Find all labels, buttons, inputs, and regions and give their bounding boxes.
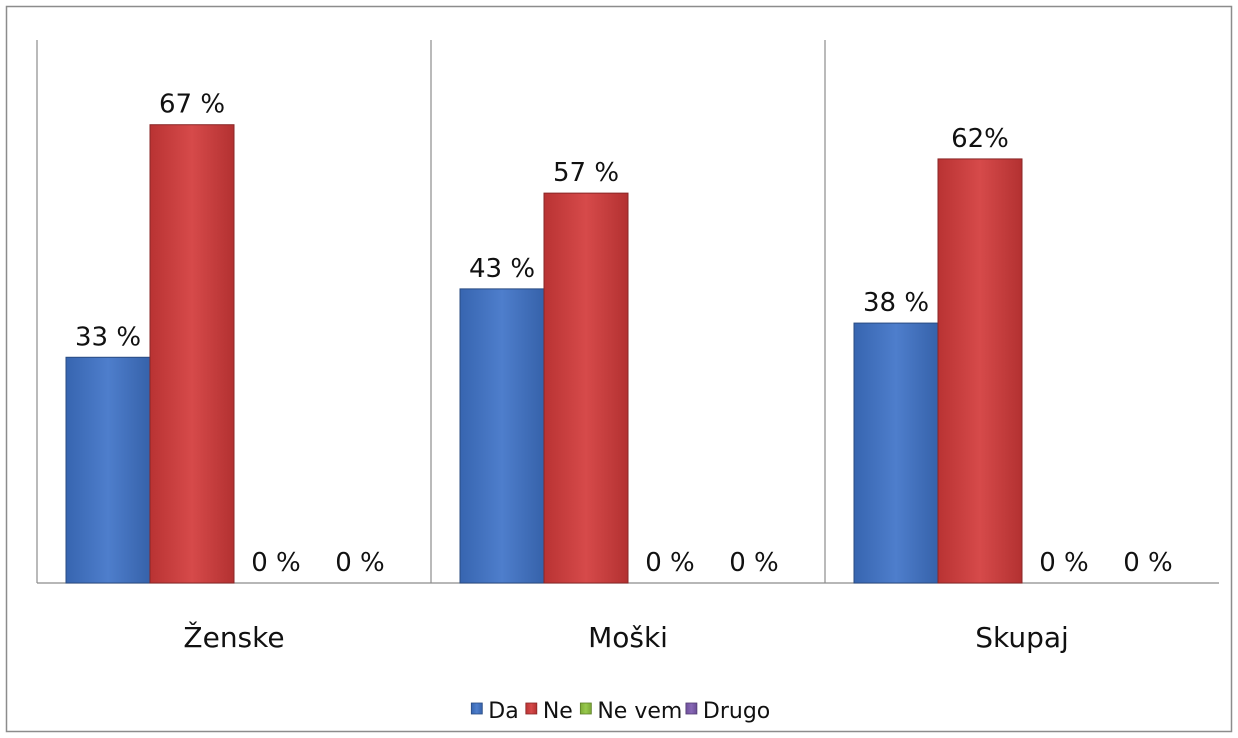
value-label-ne-vem-zenske: 0 % — [251, 548, 301, 578]
legend-label-da: Da — [488, 699, 518, 724]
legend-item-da: Da — [470, 699, 519, 724]
category-label-zenske: Ženske — [183, 620, 284, 654]
legend-swatch-drugo — [685, 702, 698, 715]
value-label-ne-vem-skupaj: 0 % — [1039, 548, 1089, 578]
value-label-ne-zenske: 67 % — [159, 90, 225, 120]
category-label-skupaj: Skupaj — [975, 621, 1069, 654]
value-label-drugo-moski: 0 % — [729, 548, 779, 578]
legend-swatch-ne-vem — [579, 702, 592, 715]
value-label-da-skupaj: 38 % — [863, 288, 929, 318]
legend-item-ne: Ne — [525, 699, 573, 724]
value-label-ne-vem-moski: 0 % — [645, 548, 695, 578]
legend-label-drugo: Drugo — [703, 699, 770, 724]
bar-ne-skupaj — [937, 158, 1023, 584]
category-label-moski: Moški — [588, 621, 668, 654]
value-labels-layer: 33 % 67 % 0 % 0 % 43 % 57 % 0 % 0 % 38 % 62% 0 % 0 … — [75, 90, 1173, 578]
legend-swatch-da — [470, 702, 483, 715]
category-labels-layer: Ženske Moški Skupaj — [183, 620, 1068, 654]
bar-da-zenske — [65, 356, 151, 584]
bar-da-moski — [459, 288, 545, 584]
legend-item-drugo: Drugo — [685, 699, 770, 724]
value-label-da-zenske: 33 % — [75, 322, 141, 352]
bars-layer — [65, 124, 1023, 584]
legend: Da Ne Ne vem Drugo — [470, 699, 770, 724]
bar-da-skupaj — [853, 322, 939, 584]
value-label-drugo-skupaj: 0 % — [1123, 548, 1173, 578]
value-label-ne-skupaj: 62% — [951, 124, 1009, 154]
value-label-da-moski: 43 % — [469, 254, 535, 284]
bar-ne-moski — [543, 192, 629, 584]
legend-label-ne: Ne — [543, 699, 573, 724]
value-label-drugo-zenske: 0 % — [335, 548, 385, 578]
legend-label-ne-vem: Ne vem — [597, 699, 682, 724]
legend-swatch-ne — [525, 702, 538, 715]
legend-item-ne-vem: Ne vem — [579, 699, 682, 724]
value-label-ne-moski: 57 % — [553, 158, 619, 188]
bar-ne-zenske — [149, 124, 235, 584]
